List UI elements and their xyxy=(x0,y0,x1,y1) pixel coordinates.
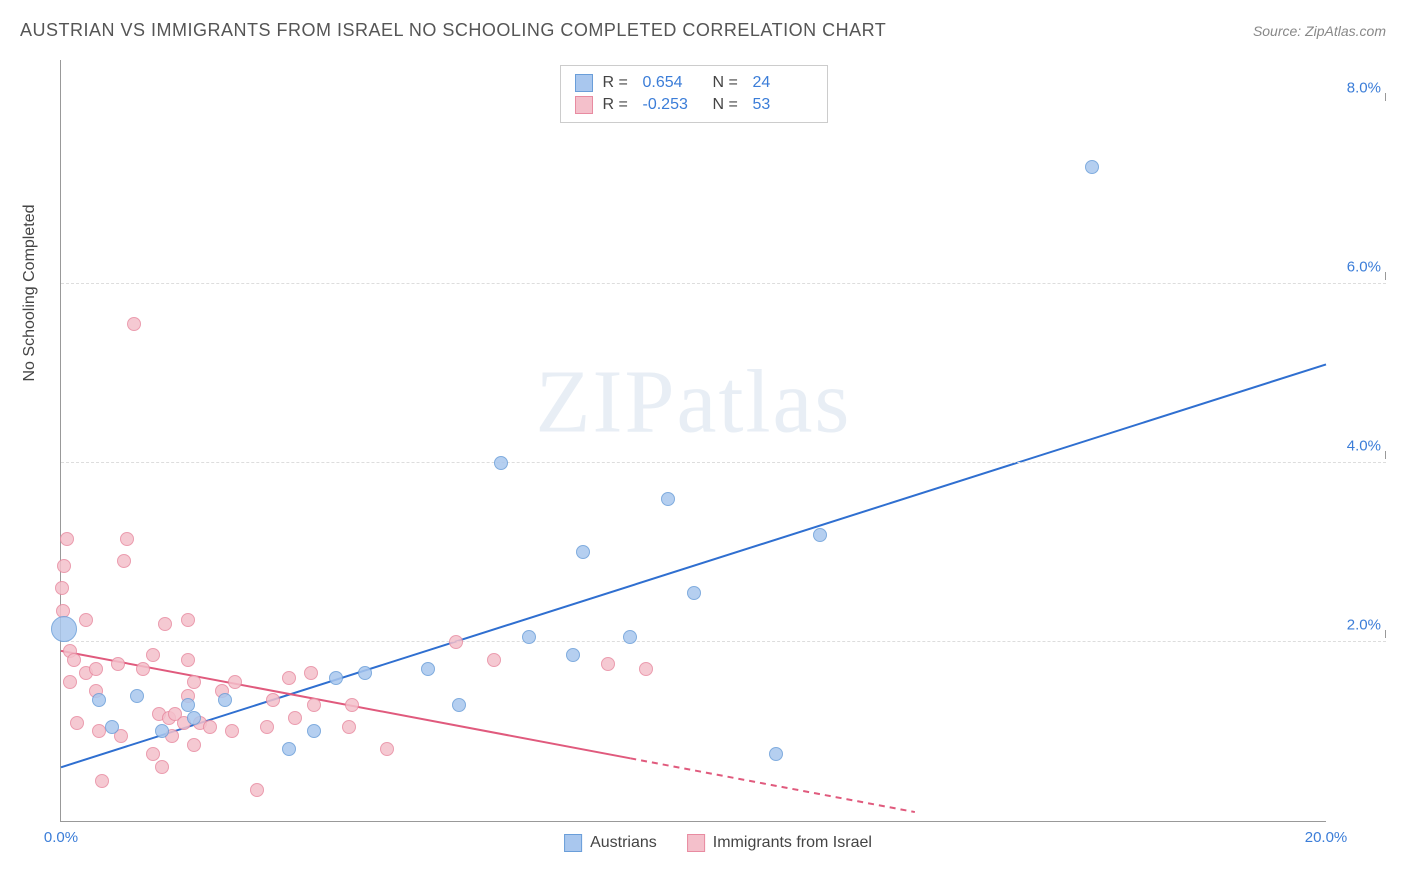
x-tick-label: 20.0% xyxy=(1305,829,1348,846)
data-point xyxy=(67,653,81,667)
legend-R-value-1: -0.253 xyxy=(643,96,703,114)
swatch-series-0 xyxy=(575,74,593,92)
data-point xyxy=(329,671,343,685)
data-point xyxy=(111,657,125,671)
data-point xyxy=(487,653,501,667)
data-point xyxy=(494,456,508,470)
data-point xyxy=(576,545,590,559)
data-point xyxy=(117,554,131,568)
data-point xyxy=(127,317,141,331)
swatch-series-0-icon xyxy=(564,834,582,852)
data-point xyxy=(63,675,77,689)
data-point xyxy=(260,720,274,734)
legend-stats-row-1: R = -0.253 N = 53 xyxy=(575,94,813,116)
data-point xyxy=(304,666,318,680)
chart-source: Source: ZipAtlas.com xyxy=(1253,23,1386,39)
data-point xyxy=(345,698,359,712)
data-point xyxy=(282,742,296,756)
legend-series-item-0: Austrians xyxy=(564,834,657,852)
data-point xyxy=(380,742,394,756)
data-point xyxy=(522,630,536,644)
data-point xyxy=(187,711,201,725)
x-tick-label: 0.0% xyxy=(44,829,78,846)
y-tick-label: 6.0% xyxy=(1331,258,1381,275)
data-point xyxy=(266,693,280,707)
data-point xyxy=(225,724,239,738)
gridline xyxy=(61,283,1386,284)
data-point xyxy=(769,747,783,761)
data-point xyxy=(218,693,232,707)
data-point xyxy=(187,675,201,689)
data-point xyxy=(452,698,466,712)
data-point xyxy=(181,698,195,712)
data-point xyxy=(136,662,150,676)
chart-header: AUSTRIAN VS IMMIGRANTS FROM ISRAEL NO SC… xyxy=(20,20,1386,41)
legend-series: Austrians Immigrants from Israel xyxy=(564,834,872,852)
swatch-series-1-icon xyxy=(687,834,705,852)
legend-series-label-0: Austrians xyxy=(590,834,657,852)
data-point xyxy=(60,532,74,546)
data-point xyxy=(92,693,106,707)
data-point xyxy=(146,747,160,761)
data-point xyxy=(601,657,615,671)
legend-series-label-1: Immigrants from Israel xyxy=(713,834,872,852)
data-point xyxy=(566,648,580,662)
legend-N-value-1: 53 xyxy=(753,96,813,114)
data-point xyxy=(51,616,77,642)
data-point xyxy=(288,711,302,725)
legend-N-value-0: 24 xyxy=(753,74,813,92)
data-point xyxy=(203,720,217,734)
chart-container: No Schooling Completed ZIPatlas R = 0.65… xyxy=(50,60,1386,862)
data-point xyxy=(307,724,321,738)
data-point xyxy=(282,671,296,685)
trendlines-svg xyxy=(61,60,1326,821)
data-point xyxy=(155,724,169,738)
data-point xyxy=(79,613,93,627)
data-point xyxy=(449,635,463,649)
data-point xyxy=(228,675,242,689)
data-point xyxy=(105,720,119,734)
data-point xyxy=(639,662,653,676)
data-point xyxy=(120,532,134,546)
legend-R-label: R = xyxy=(603,96,633,114)
data-point xyxy=(187,738,201,752)
data-point xyxy=(55,581,69,595)
data-point xyxy=(181,653,195,667)
data-point xyxy=(146,648,160,662)
data-point xyxy=(130,689,144,703)
data-point xyxy=(687,586,701,600)
legend-R-label: R = xyxy=(603,74,633,92)
data-point xyxy=(342,720,356,734)
chart-title: AUSTRIAN VS IMMIGRANTS FROM ISRAEL NO SC… xyxy=(20,20,886,41)
swatch-series-1 xyxy=(575,96,593,114)
data-point xyxy=(358,666,372,680)
data-point xyxy=(813,528,827,542)
data-point xyxy=(307,698,321,712)
y-axis-label: No Schooling Completed xyxy=(21,205,39,382)
legend-N-label: N = xyxy=(713,74,743,92)
data-point xyxy=(89,662,103,676)
data-point xyxy=(250,783,264,797)
data-point xyxy=(181,613,195,627)
legend-stats: R = 0.654 N = 24 R = -0.253 N = 53 xyxy=(560,65,828,123)
data-point xyxy=(421,662,435,676)
gridline xyxy=(61,462,1386,463)
y-tick-label: 8.0% xyxy=(1331,79,1381,96)
data-point xyxy=(70,716,84,730)
plot-area: ZIPatlas R = 0.654 N = 24 R = -0.253 N =… xyxy=(60,60,1326,822)
data-point xyxy=(155,760,169,774)
y-tick-label: 2.0% xyxy=(1331,616,1381,633)
data-point xyxy=(661,492,675,506)
legend-N-label: N = xyxy=(713,96,743,114)
legend-stats-row-0: R = 0.654 N = 24 xyxy=(575,72,813,94)
gridline xyxy=(61,641,1386,642)
legend-R-value-0: 0.654 xyxy=(643,74,703,92)
data-point xyxy=(623,630,637,644)
y-tick-label: 4.0% xyxy=(1331,437,1381,454)
data-point xyxy=(1085,160,1099,174)
legend-series-item-1: Immigrants from Israel xyxy=(687,834,872,852)
data-point xyxy=(57,559,71,573)
data-point xyxy=(158,617,172,631)
data-point xyxy=(95,774,109,788)
